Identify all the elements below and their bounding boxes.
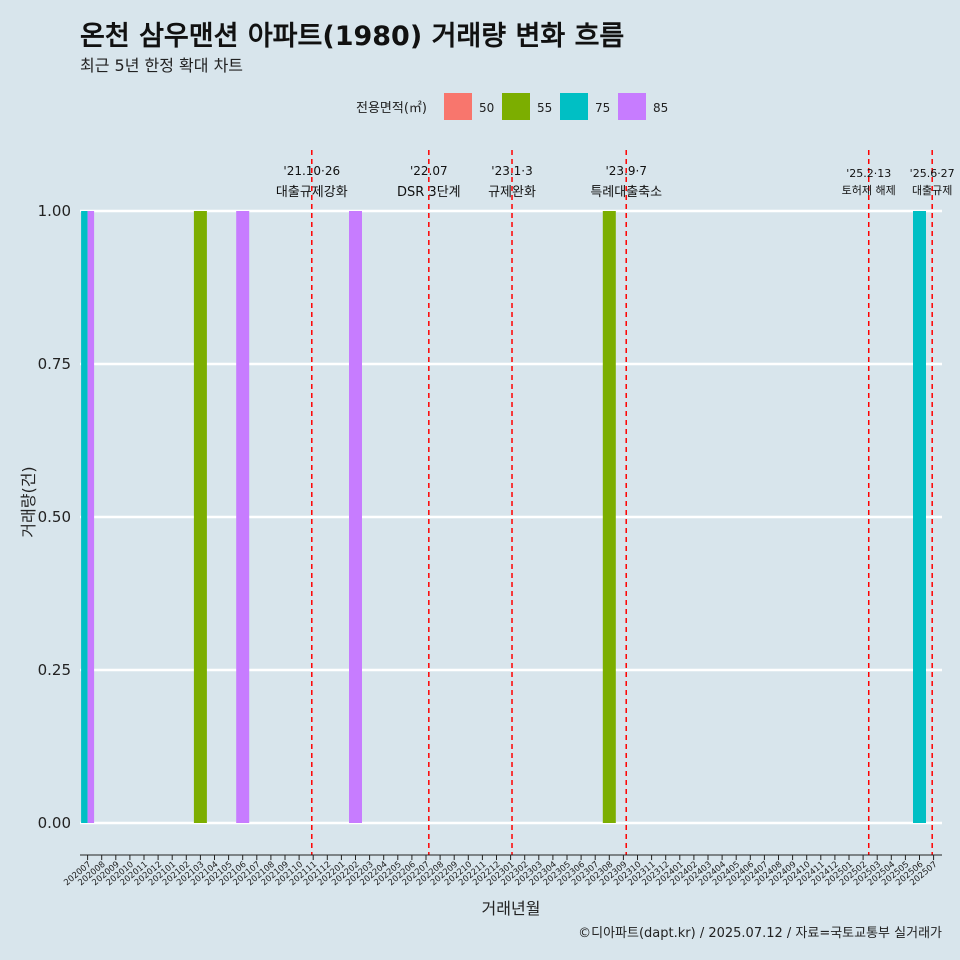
y-tick-label: 0.75 <box>38 355 71 373</box>
y-tick-label: 0.25 <box>38 661 71 679</box>
y-axis-label: 거래량(건) <box>19 466 38 537</box>
chart-subtitle: 최근 5년 한정 확대 차트 <box>80 56 244 75</box>
event-text-label: 토허제 해제 <box>842 183 896 197</box>
y-axis: 0.00 0.25 0.50 0.75 1.00 <box>38 202 71 832</box>
legend-swatch-85 <box>618 93 646 120</box>
legend-label-55: 55 <box>537 101 552 115</box>
legend-label-75: 75 <box>595 101 610 115</box>
event-date-label: '21.10·26 <box>283 164 340 178</box>
legend-label-85: 85 <box>653 101 668 115</box>
bar <box>87 211 95 823</box>
bar <box>349 211 362 823</box>
event-text-label: 특례대출축소 <box>590 185 662 200</box>
event-lines: '21.10·26 대출규제강화 '22.07 DSR 3단계 '23.1·3 규제완화 '… <box>276 150 955 855</box>
event-date-label: '22.07 <box>410 164 448 178</box>
gridlines <box>80 209 942 825</box>
bar <box>913 211 926 823</box>
event-date-label: '25.6·27 <box>910 167 955 180</box>
bar <box>193 211 207 823</box>
bar <box>236 211 250 823</box>
legend: 전용면적(㎡) 50 55 75 85 <box>356 93 668 120</box>
y-tick-label: 0.50 <box>38 508 71 526</box>
y-tick-label: 0.00 <box>38 814 71 832</box>
legend-swatch-75 <box>560 93 588 120</box>
y-tick-label: 1.00 <box>38 202 71 220</box>
event-date-label: '23.9·7 <box>605 164 646 178</box>
bar <box>602 211 616 823</box>
event-text-label: 대출규제 <box>912 184 952 197</box>
chart-title: 온천 삼우맨션 아파트(1980) 거래량 변화 흐름 <box>80 21 625 52</box>
legend-title: 전용면적(㎡) <box>356 101 427 116</box>
event-text-label: 대출규제강화 <box>276 185 348 200</box>
legend-label-50: 50 <box>479 101 494 115</box>
event-date-label: '25.2·13 <box>846 167 891 180</box>
bars <box>81 211 926 823</box>
legend-swatch-55 <box>502 93 530 120</box>
bar <box>81 211 88 823</box>
event-text-label: DSR 3단계 <box>397 185 461 200</box>
x-axis-label: 거래년월 <box>482 899 541 918</box>
event-text-label: 규제완화 <box>488 185 536 200</box>
legend-swatch-50 <box>444 93 472 120</box>
x-axis: 2020072020082020092020102020112020122021… <box>62 854 942 888</box>
event-date-label: '23.1·3 <box>491 164 532 178</box>
source-caption: ©디아파트(dapt.kr) / 2025.07.12 / 자료=국토교통부 실… <box>578 926 942 941</box>
